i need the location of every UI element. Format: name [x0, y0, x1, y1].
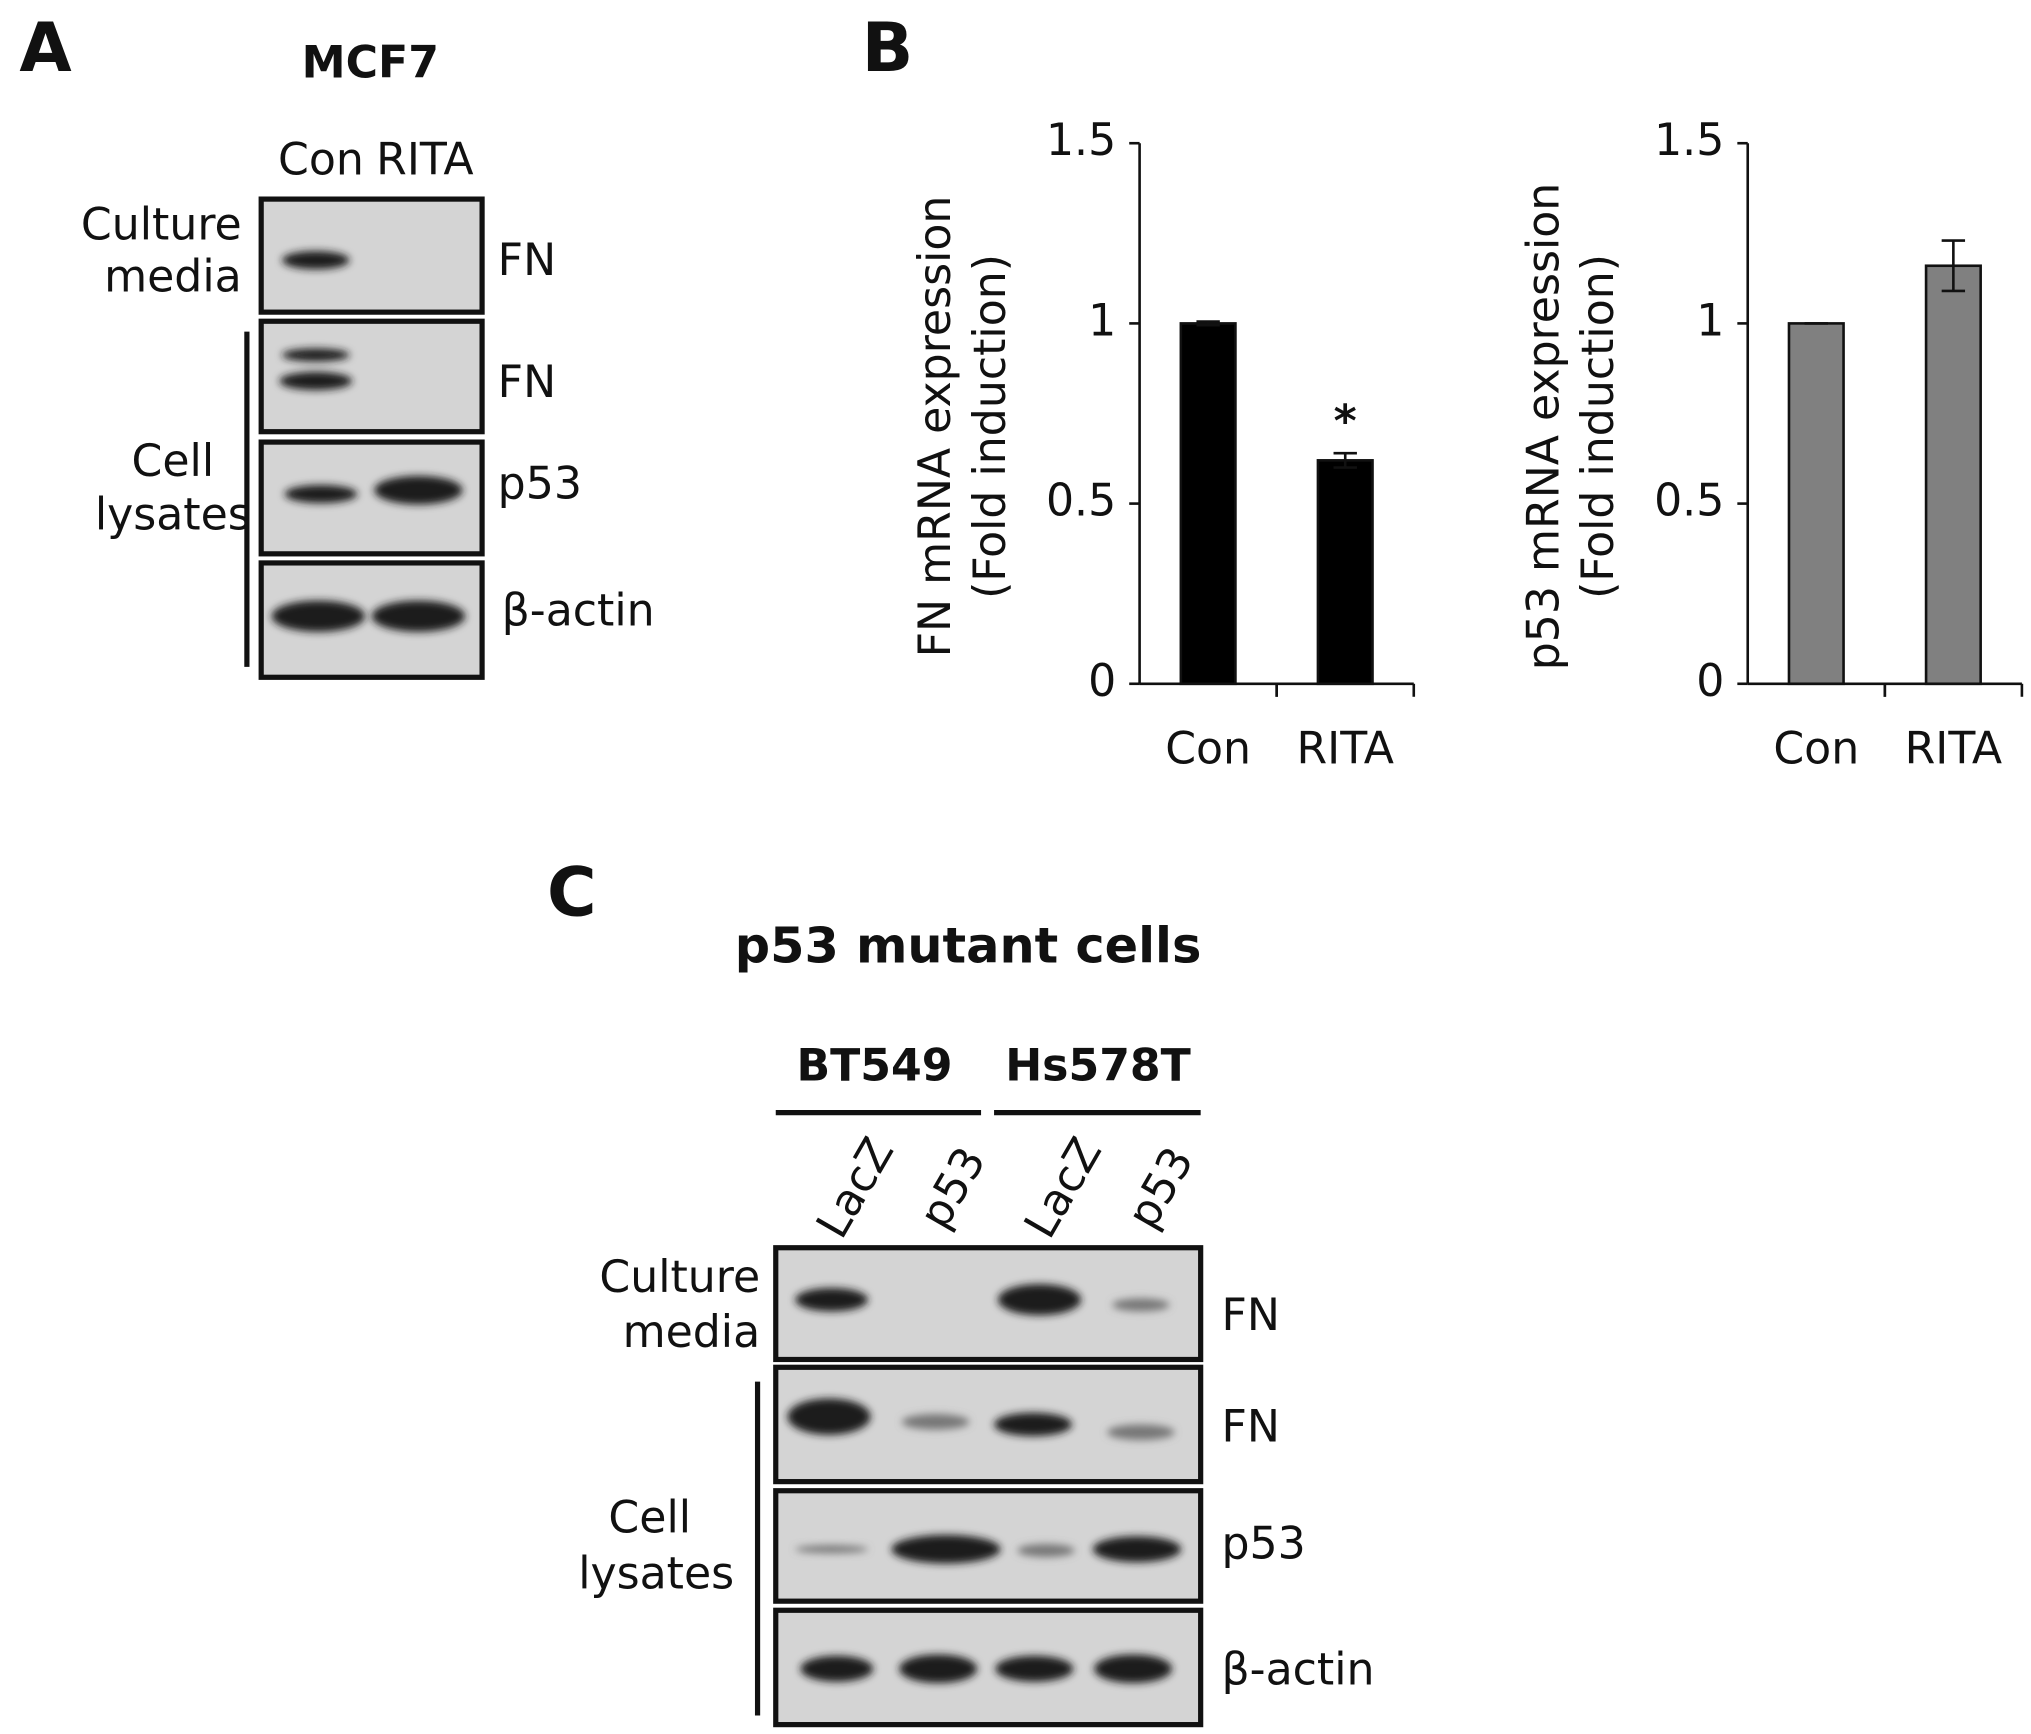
row-label: Cell	[608, 1493, 691, 1544]
band	[795, 1288, 869, 1312]
band	[994, 1412, 1073, 1437]
lane-label: p53	[910, 1139, 996, 1237]
y-axis-label: p53 mRNA expression	[1518, 183, 1569, 671]
y-axis-label: (Fold induction)	[1573, 254, 1624, 599]
panel-label: A	[19, 8, 71, 87]
panel-b: 00.511.5FN mRNA expression (Fold inductio…	[910, 115, 2024, 774]
y-tick-label: 0	[1088, 656, 1116, 707]
panel-a: A MCF7 Con RITA Culture media Cell lysat…	[19, 8, 655, 680]
band	[284, 484, 358, 504]
x-tick-label: Con	[1773, 723, 1859, 774]
band	[281, 348, 350, 362]
row-label: media	[104, 252, 242, 303]
lane-label: RITA	[376, 135, 474, 186]
band-label: FN	[1221, 1290, 1279, 1341]
bar	[1316, 459, 1374, 686]
band	[997, 1284, 1082, 1316]
band-label: β-actin	[502, 586, 655, 637]
y-tick-label: 0.5	[1654, 476, 1724, 527]
lane-label: Con	[278, 135, 364, 186]
error-bar	[1196, 320, 1220, 327]
x-tick-label: RITA	[1905, 723, 2003, 774]
error-bar	[1333, 451, 1357, 469]
band	[787, 1398, 871, 1435]
y-tick-label: 1.5	[1654, 115, 1724, 166]
band	[281, 251, 350, 270]
panel-label: C	[547, 852, 597, 931]
significance-label: *	[1334, 397, 1357, 448]
panel-title: p53 mutant cells	[735, 916, 1202, 974]
band-label: p53	[1221, 1519, 1305, 1570]
lane-label: p53	[1118, 1139, 1204, 1237]
band	[279, 371, 353, 391]
x-tick-label: RITA	[1296, 723, 1394, 774]
group-label: Hs578T	[1005, 1040, 1191, 1091]
row-label: media	[623, 1307, 761, 1358]
band	[899, 1654, 978, 1684]
band-label: FN	[498, 235, 556, 286]
band	[1017, 1544, 1075, 1557]
band	[1107, 1424, 1175, 1441]
row-label: Culture	[81, 200, 242, 251]
y-axis-label: (Fold induction)	[965, 254, 1016, 599]
bar	[1787, 322, 1845, 686]
band	[1094, 1654, 1173, 1684]
band-label: β-actin	[1221, 1645, 1374, 1696]
band	[995, 1655, 1074, 1682]
y-tick-label: 1	[1696, 295, 1724, 346]
lane-label: LacZ	[1015, 1129, 1112, 1247]
bar	[1924, 264, 1982, 686]
band	[1112, 1298, 1170, 1312]
y-tick-label: 0.5	[1046, 476, 1116, 527]
band	[371, 600, 466, 632]
band-label: p53	[498, 458, 582, 509]
row-label: Culture	[599, 1252, 760, 1303]
band-label: FN	[498, 357, 556, 408]
band	[1092, 1536, 1182, 1563]
y-tick-label: 1	[1088, 295, 1116, 346]
band	[901, 1414, 970, 1430]
row-label: lysates	[95, 489, 251, 540]
bar	[1179, 322, 1237, 686]
row-label: lysates	[578, 1548, 734, 1599]
group-label: BT549	[797, 1040, 953, 1091]
band-label: FN	[1221, 1402, 1279, 1453]
row-label: Cell	[132, 436, 215, 487]
band	[800, 1655, 874, 1682]
band	[891, 1534, 1001, 1564]
error-bar	[1941, 239, 1966, 293]
y-axis-label: FN mRNA expression	[910, 196, 961, 658]
panel-c: C p53 mutant cells BT549 Hs578T LacZ p53…	[547, 852, 1375, 1728]
panel-label: B	[862, 8, 914, 87]
panel-title: MCF7	[302, 37, 439, 88]
y-tick-label: 0	[1696, 656, 1724, 707]
y-tick-label: 1.5	[1046, 115, 1116, 166]
band	[795, 1545, 869, 1554]
band	[374, 475, 463, 505]
x-tick-label: Con	[1165, 723, 1251, 774]
band	[271, 600, 366, 632]
lane-label: LacZ	[807, 1129, 904, 1247]
